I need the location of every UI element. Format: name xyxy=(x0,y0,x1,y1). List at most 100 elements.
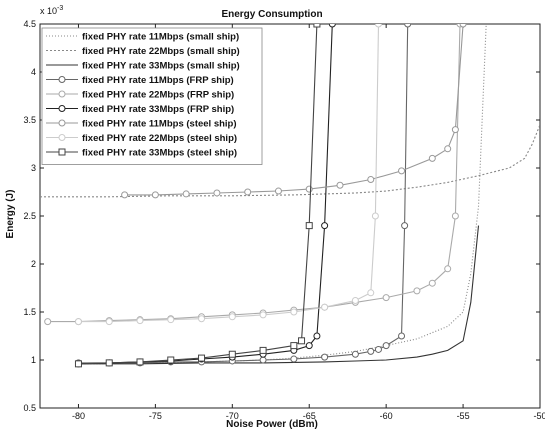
data-point xyxy=(371,212,379,220)
data-point xyxy=(459,24,467,28)
series-group xyxy=(40,24,540,368)
data-point xyxy=(213,189,221,197)
data-point xyxy=(274,187,282,195)
legend-entry-label: fixed PHY rate 11Mbps (small ship) xyxy=(82,32,239,43)
data-point xyxy=(182,190,190,198)
data-point xyxy=(259,346,267,354)
y-tick-label: 2 xyxy=(31,259,36,269)
series-line-2 xyxy=(40,124,540,198)
legend-marker xyxy=(58,90,66,98)
data-point xyxy=(259,311,267,319)
legend-entry-label: fixed PHY rate 22Mbps (FRP ship) xyxy=(82,90,234,101)
y-tick-label: 3.5 xyxy=(23,115,36,125)
data-point xyxy=(328,24,336,28)
data-point xyxy=(336,181,344,189)
legend-entry-label: fixed PHY rate 33Mbps (FRP ship) xyxy=(82,104,234,115)
data-point xyxy=(290,342,298,350)
legend-entry-label: fixed PHY rate 22Mbps (small ship) xyxy=(82,46,240,57)
x-tick-label: -65 xyxy=(303,411,316,421)
y-tick-label: 1 xyxy=(31,355,36,365)
y-multiplier-base: x 10 xyxy=(40,6,57,16)
data-point xyxy=(305,222,313,230)
data-point xyxy=(121,191,129,199)
legend-entry-label: fixed PHY rate 22Mbps (steel ship) xyxy=(82,133,237,144)
data-point xyxy=(398,332,406,340)
y-tick-label: 4 xyxy=(31,67,36,77)
data-point xyxy=(382,294,390,302)
legend-marker xyxy=(58,119,66,127)
y-axis-multiplier: x 10-3 xyxy=(40,5,63,16)
data-point xyxy=(298,337,306,345)
x-tick-label: -80 xyxy=(72,411,85,421)
data-point xyxy=(167,316,175,324)
data-point xyxy=(451,126,459,134)
data-point xyxy=(404,24,412,28)
data-point xyxy=(105,359,113,367)
data-point xyxy=(351,296,359,304)
data-point xyxy=(451,212,459,220)
data-point xyxy=(198,354,206,362)
legend-marker xyxy=(58,76,66,83)
data-point xyxy=(305,185,313,193)
y-tick-label: 4.5 xyxy=(23,19,36,29)
data-point xyxy=(259,356,267,364)
data-point xyxy=(398,167,406,175)
legend-entry-label: fixed PHY rate 11Mbps (steel ship) xyxy=(82,119,237,130)
data-point xyxy=(74,360,82,368)
data-point xyxy=(167,356,175,364)
legend-entry-label: fixed PHY rate 33Mbps (small ship) xyxy=(82,61,240,72)
x-tick-label: -75 xyxy=(149,411,162,421)
legend-marker xyxy=(58,134,66,141)
data-point xyxy=(413,287,421,295)
data-point xyxy=(74,318,82,326)
data-point xyxy=(44,318,52,326)
x-axis-label: Noise Power (dBm) xyxy=(226,419,318,430)
data-point xyxy=(244,188,252,196)
data-point xyxy=(228,313,236,321)
data-point xyxy=(313,332,321,340)
legend-entry-label: fixed PHY rate 11Mbps (FRP ship) xyxy=(82,75,234,86)
data-point xyxy=(136,358,144,366)
data-point xyxy=(367,176,375,184)
data-point xyxy=(198,315,206,323)
legend-entry-label: fixed PHY rate 33Mbps (steel ship) xyxy=(82,148,237,159)
series-line-4 xyxy=(78,24,409,364)
y-axis-label: Energy (J) xyxy=(5,190,16,239)
y-tick-label: 1.5 xyxy=(23,307,36,317)
legend-marker xyxy=(58,105,66,112)
legend: fixed PHY rate 11Mbps (small ship) fixed … xyxy=(41,27,263,165)
legend-marker xyxy=(58,148,66,156)
data-point xyxy=(367,347,375,355)
data-point xyxy=(305,342,313,350)
x-tick-label: -60 xyxy=(380,411,393,421)
data-point xyxy=(374,24,382,28)
data-point xyxy=(136,317,144,325)
data-point xyxy=(228,350,236,358)
data-point xyxy=(367,289,375,297)
data-point xyxy=(374,345,382,353)
data-point xyxy=(401,222,409,230)
y-tick-label: 3 xyxy=(31,163,36,173)
data-point xyxy=(105,318,113,326)
legend-box xyxy=(41,27,263,165)
chart-title: Energy Consumption xyxy=(221,9,322,20)
y-multiplier-exponent: -3 xyxy=(57,5,63,12)
plot-area: -80 -75 -70 -65 -60 -55 -50 0.5 1 1.5 2 2.5 3 3.5 4 4.5 xyxy=(23,19,545,421)
data-point xyxy=(351,350,359,358)
data-point xyxy=(290,355,298,363)
data-point xyxy=(321,353,329,361)
data-point xyxy=(151,191,159,199)
data-point xyxy=(382,342,390,350)
x-tick-label: -50 xyxy=(533,411,545,421)
y-tick-label: 2.5 xyxy=(23,211,36,221)
data-point xyxy=(321,303,329,311)
data-point xyxy=(444,145,452,153)
data-point xyxy=(444,265,452,273)
data-point xyxy=(428,154,436,162)
x-tick-label: -70 xyxy=(226,411,239,421)
x-tick-label: -55 xyxy=(457,411,470,421)
data-point xyxy=(290,308,298,316)
data-point xyxy=(313,24,321,28)
y-tick-label: 0.5 xyxy=(23,403,36,413)
